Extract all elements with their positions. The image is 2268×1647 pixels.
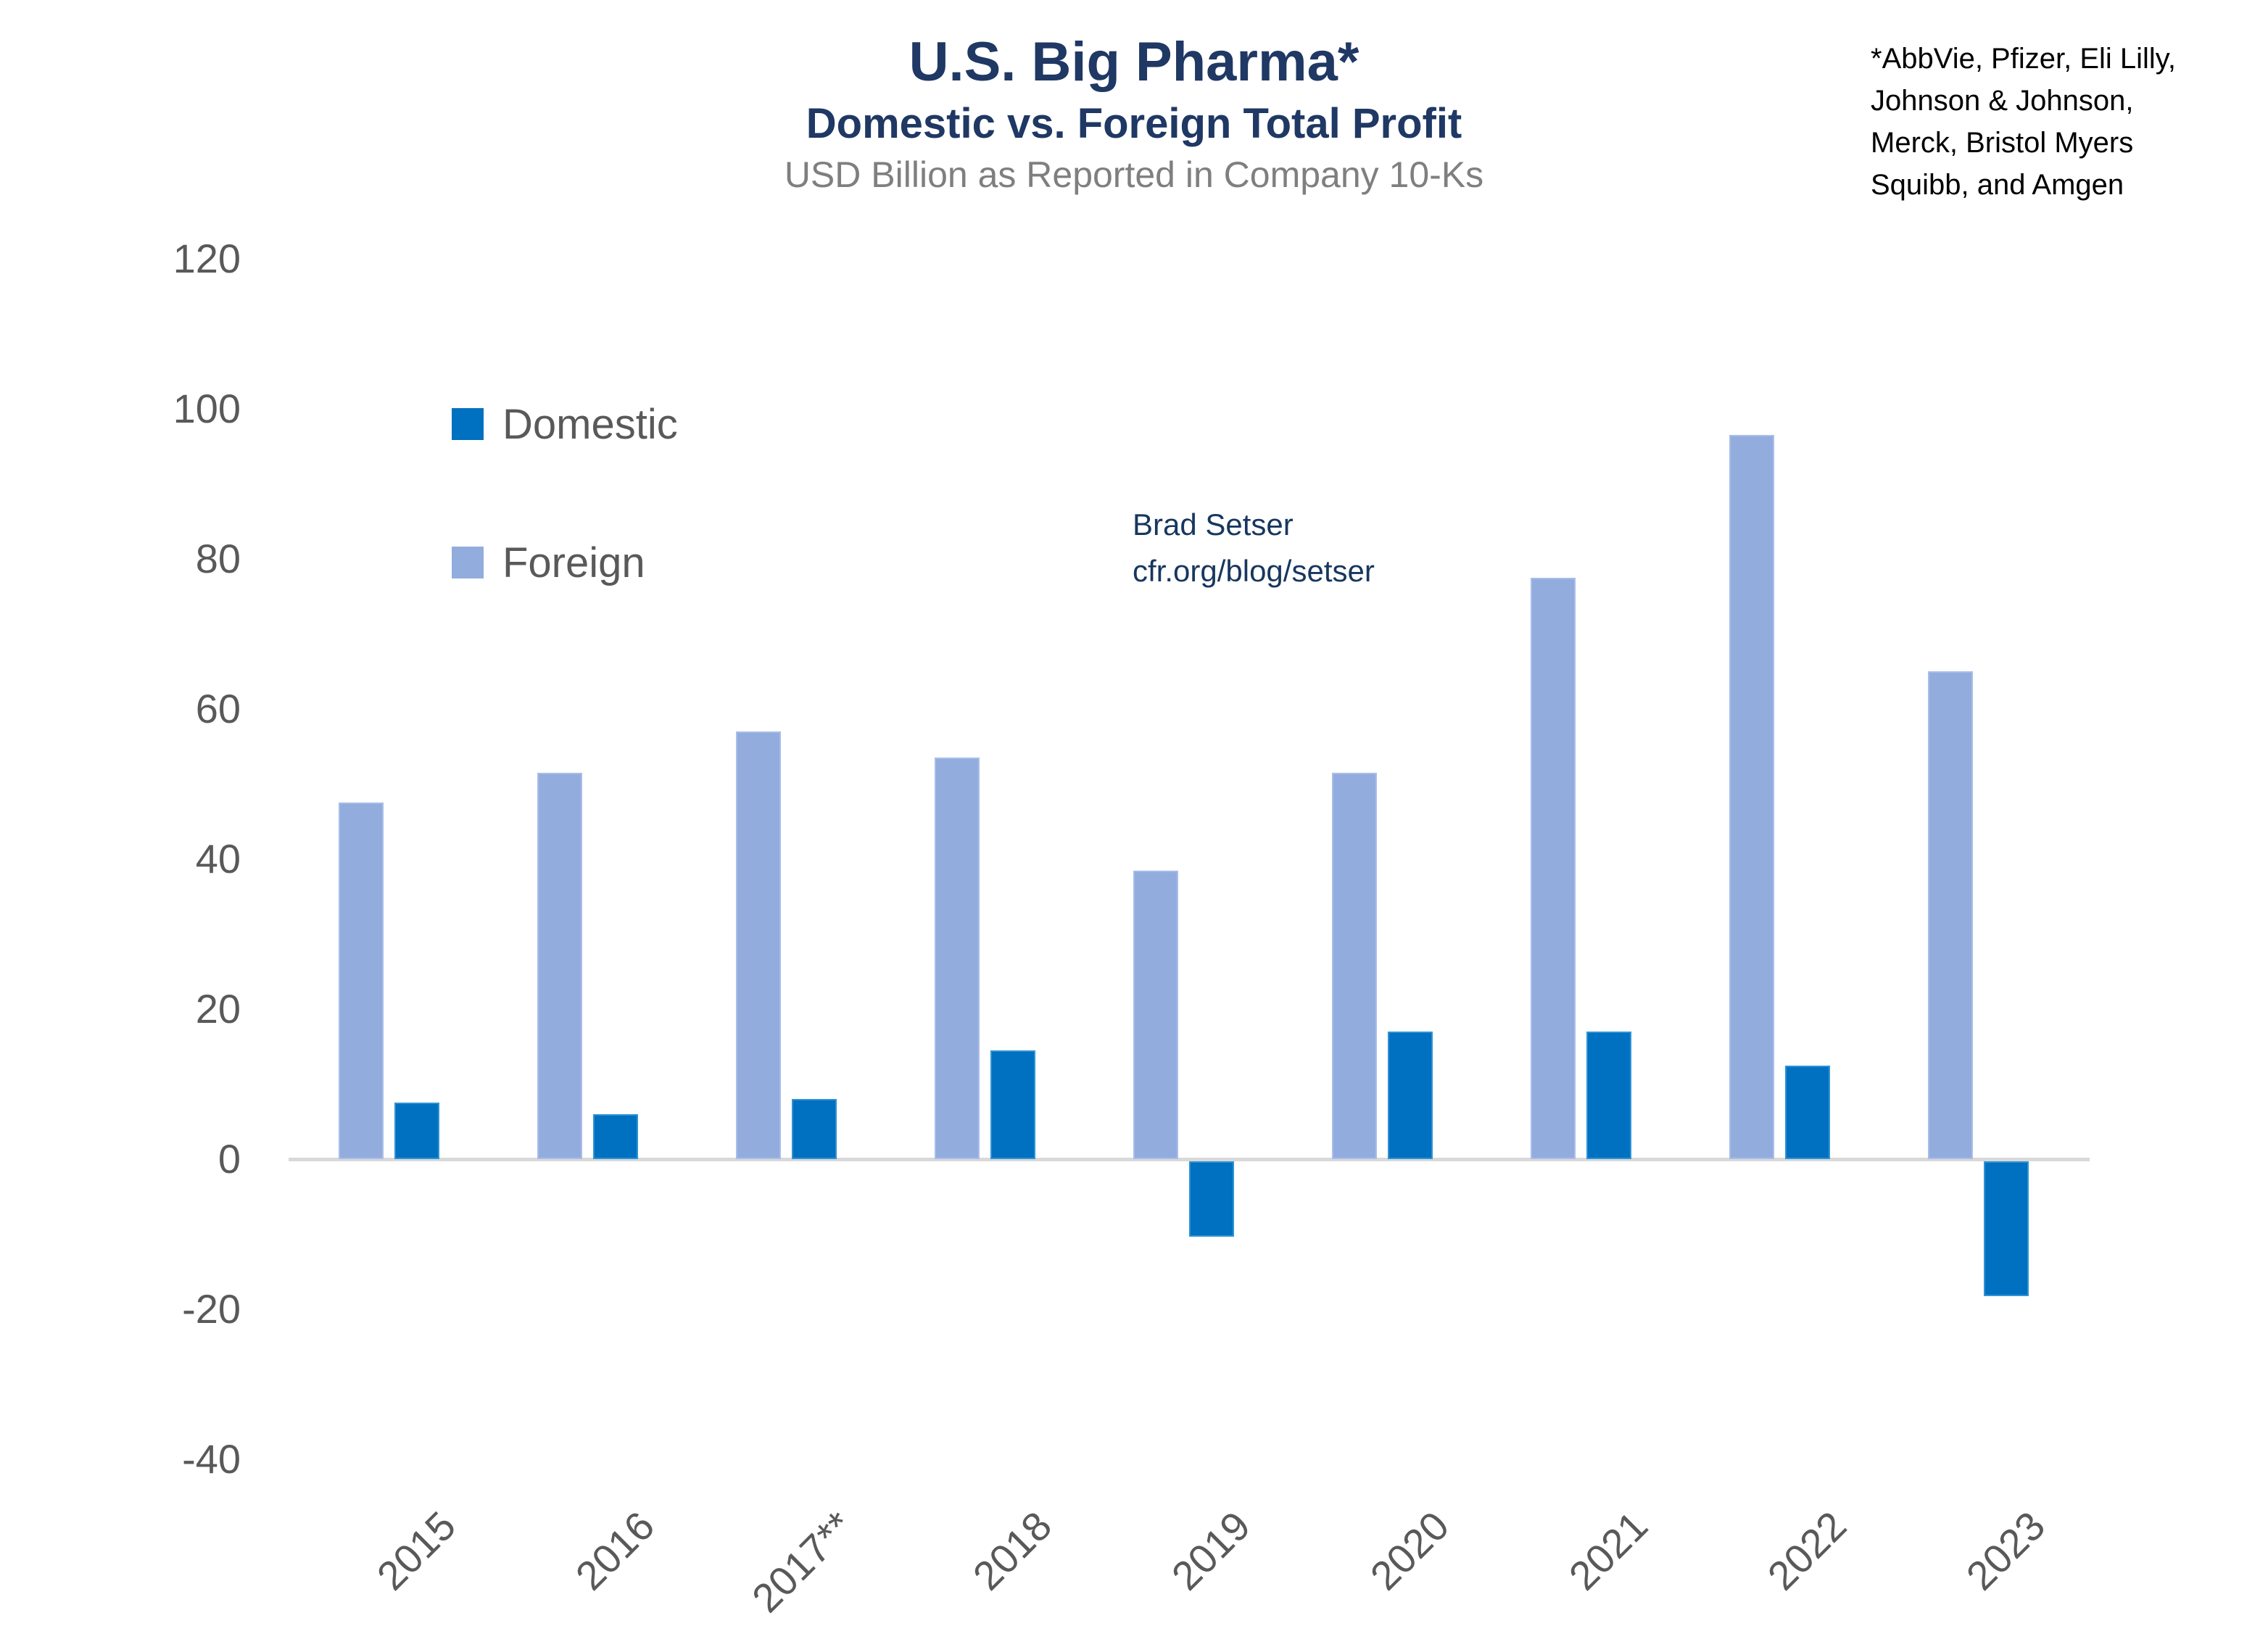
attribution: Brad Setser cfr.org/blog/setser: [1133, 502, 1375, 594]
x-axis-label-2022: 2022: [1758, 1502, 1855, 1599]
legend-item-domestic: Domestic: [452, 400, 678, 448]
y-axis-tick--20: -20: [182, 1286, 241, 1332]
footnote-line: *AbbVie, Pfizer, Eli Lilly,: [1871, 43, 2176, 75]
x-axis-zero-line: [289, 1158, 2090, 1161]
bar-domestic-2017**: [792, 1099, 837, 1159]
x-axis-label-2019: 2019: [1162, 1502, 1259, 1599]
footnote-line: Johnson & Johnson,: [1871, 85, 2134, 117]
bar-domestic-2021: [1586, 1032, 1631, 1159]
foreign-swatch-icon: [452, 547, 484, 578]
y-axis-tick-60: 60: [195, 686, 241, 731]
header: U.S. Big Pharma* Domestic vs. Foreign To…: [0, 28, 2268, 200]
x-axis-label-2021: 2021: [1560, 1502, 1656, 1599]
bar-foreign-2023: [1928, 671, 1973, 1159]
bar-domestic-2023: [1984, 1161, 2029, 1297]
bar-domestic-2018: [990, 1050, 1035, 1159]
x-axis-label-2015: 2015: [368, 1502, 464, 1599]
bar-domestic-2022: [1785, 1065, 1830, 1159]
bar-foreign-2019: [1133, 870, 1178, 1159]
bar-foreign-2016: [537, 772, 582, 1159]
legend-item-foreign: Foreign: [452, 539, 645, 586]
chart-subtitle: Domestic vs. Foreign Total Profit: [806, 100, 1462, 147]
bar-foreign-2022: [1729, 435, 1774, 1159]
bar-foreign-2015: [339, 802, 384, 1159]
attribution-url: cfr.org/blog/setser: [1133, 554, 1375, 588]
domestic-swatch-icon: [452, 408, 484, 440]
y-axis-tick-120: 120: [173, 236, 241, 281]
legend-label-domestic: Domestic: [502, 400, 678, 448]
bar-foreign-2021: [1531, 577, 1576, 1159]
bar-foreign-2018: [935, 758, 980, 1159]
x-axis-label-2016: 2016: [566, 1502, 663, 1599]
x-axis-label-2017**: 2017**: [742, 1502, 861, 1622]
y-axis-tick-80: 80: [195, 536, 241, 581]
y-axis-tick--40: -40: [182, 1436, 241, 1482]
bar-foreign-2017**: [736, 731, 781, 1159]
footnote-line: Merck, Bristol Myers: [1871, 127, 2134, 159]
x-axis-label-2023: 2023: [1957, 1502, 2053, 1599]
bar-foreign-2020: [1332, 772, 1377, 1159]
x-axis-label-2018: 2018: [964, 1502, 1060, 1599]
chart-title: U.S. Big Pharma*: [909, 31, 1359, 93]
y-axis-tick-20: 20: [195, 986, 241, 1032]
chart-units-note: USD Billion as Reported in Company 10-Ks: [784, 154, 1484, 196]
bar-domestic-2019: [1189, 1161, 1234, 1237]
y-axis-tick-0: 0: [218, 1136, 241, 1182]
attribution-author: Brad Setser: [1133, 507, 1294, 542]
y-axis-tick-40: 40: [195, 836, 241, 881]
legend-label-foreign: Foreign: [502, 539, 645, 586]
footnote: *AbbVie, Pfizer, Eli Lilly, Johnson & Jo…: [1871, 38, 2262, 206]
y-axis-tick-100: 100: [173, 386, 241, 431]
bar-domestic-2015: [394, 1103, 439, 1159]
bar-domestic-2020: [1388, 1032, 1433, 1159]
footnote-line: Squibb, and Amgen: [1871, 169, 2124, 201]
x-axis-label-2020: 2020: [1361, 1502, 1457, 1599]
bar-domestic-2016: [593, 1113, 638, 1159]
